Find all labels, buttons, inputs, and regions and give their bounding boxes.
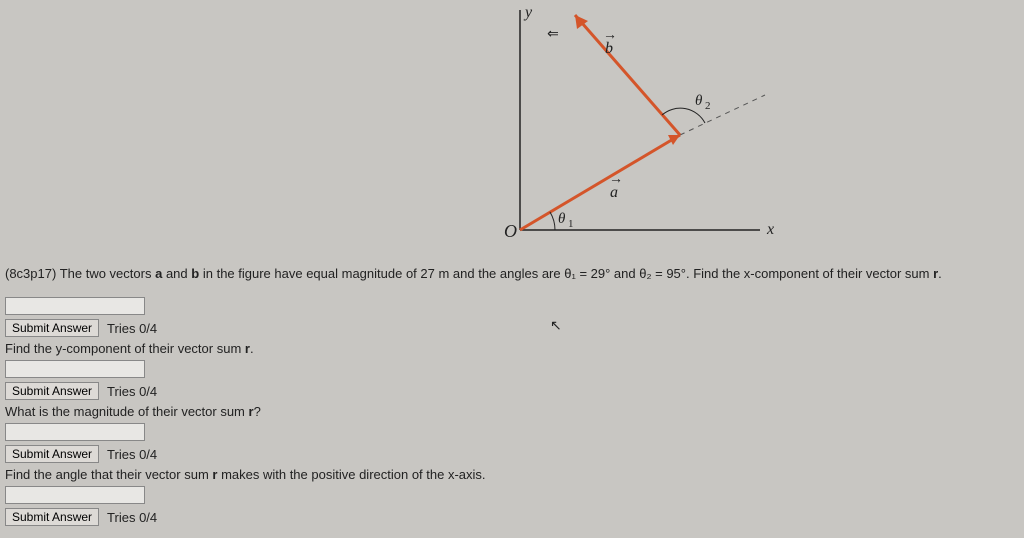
submit-row-2: Submit Answer Tries 0/4: [5, 382, 1019, 400]
vector-diagram: O y x θ 1 θ 2 a → b →: [400, 5, 800, 250]
and-text: and: [166, 266, 188, 281]
submit-button-3[interactable]: Submit Answer: [5, 445, 99, 463]
vector-b-bold: b: [191, 266, 199, 281]
svg-text:x: x: [766, 221, 774, 238]
answer-input-4[interactable]: [5, 486, 145, 504]
svg-text:1: 1: [568, 218, 574, 230]
submit-button-4[interactable]: Submit Answer: [5, 508, 99, 526]
submit-button-2[interactable]: Submit Answer: [5, 382, 99, 400]
answer-input-2[interactable]: [5, 360, 145, 378]
problem-text-2: in the figure have equal magnitude of 27…: [203, 266, 930, 281]
tries-text-1: Tries 0/4: [107, 321, 157, 336]
submit-row-1: Submit Answer Tries 0/4: [5, 319, 1019, 337]
period: .: [938, 266, 942, 281]
tries-text-3: Tries 0/4: [107, 447, 157, 462]
question-4-text: Find the angle that their vector sum r m…: [5, 467, 1019, 482]
answer-input-1[interactable]: [5, 297, 145, 315]
svg-text:y: y: [523, 5, 533, 21]
problem-area: (8c3p17) The two vectors a and b in the …: [5, 265, 1019, 538]
vector-a-bold: a: [155, 266, 162, 281]
question-block-1: Submit Answer Tries 0/4 Find the y-compo…: [5, 297, 1019, 526]
svg-text:→: →: [609, 172, 623, 187]
svg-text:O: O: [504, 221, 517, 241]
svg-text:2: 2: [705, 100, 711, 112]
problem-id: (8c3p17): [5, 266, 56, 281]
diagram-container: O y x θ 1 θ 2 a → b →: [0, 0, 1024, 260]
tries-text-2: Tries 0/4: [107, 384, 157, 399]
problem-text-1: The two vectors: [60, 266, 152, 281]
svg-text:θ: θ: [558, 211, 566, 227]
question-3-text: What is the magnitude of their vector su…: [5, 404, 1019, 419]
svg-text:θ: θ: [695, 93, 703, 109]
submit-button-1[interactable]: Submit Answer: [5, 319, 99, 337]
answer-input-3[interactable]: [5, 423, 145, 441]
submit-row-3: Submit Answer Tries 0/4: [5, 445, 1019, 463]
tries-text-4: Tries 0/4: [107, 510, 157, 525]
svg-text:→: →: [603, 28, 617, 43]
question-2-text: Find the y-component of their vector sum…: [5, 341, 1019, 356]
problem-statement: (8c3p17) The two vectors a and b in the …: [5, 265, 1019, 283]
submit-row-4: Submit Answer Tries 0/4: [5, 508, 1019, 526]
